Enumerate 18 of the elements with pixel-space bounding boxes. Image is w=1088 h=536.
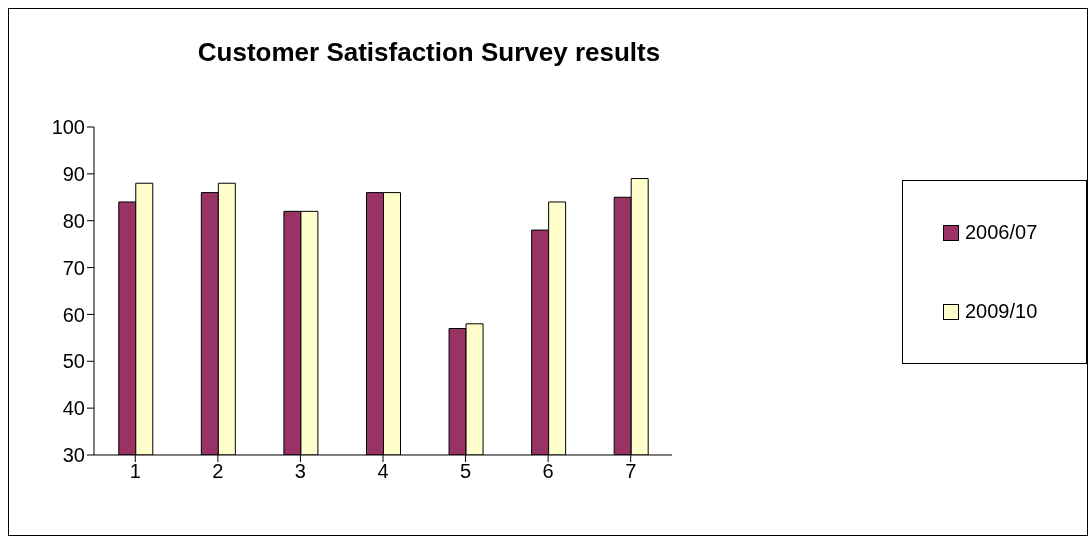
- y-tick-label: 80: [62, 209, 85, 232]
- x-tick-label: 7: [625, 460, 637, 483]
- y-tick-label: 90: [62, 162, 85, 185]
- x-tick-label: 2: [212, 460, 224, 483]
- x-tick-label: 1: [129, 460, 141, 483]
- y-tick-label: 60: [62, 303, 85, 326]
- y-tick-label: 70: [62, 256, 85, 279]
- chart-title: Customer Satisfaction Survey results: [196, 37, 662, 68]
- x-tick-label: 5: [460, 460, 472, 483]
- legend-label: 2006/07: [965, 221, 1038, 244]
- y-tick-label: 100: [51, 116, 85, 139]
- legend-label: 2009/10: [965, 300, 1038, 323]
- x-tick-label: 4: [377, 460, 389, 483]
- x-tick-label: 3: [294, 460, 306, 483]
- y-tick-label: 50: [62, 350, 85, 373]
- y-tick-label: 30: [62, 444, 85, 467]
- x-tick-label: 6: [542, 460, 554, 483]
- y-tick-label: 40: [62, 397, 85, 420]
